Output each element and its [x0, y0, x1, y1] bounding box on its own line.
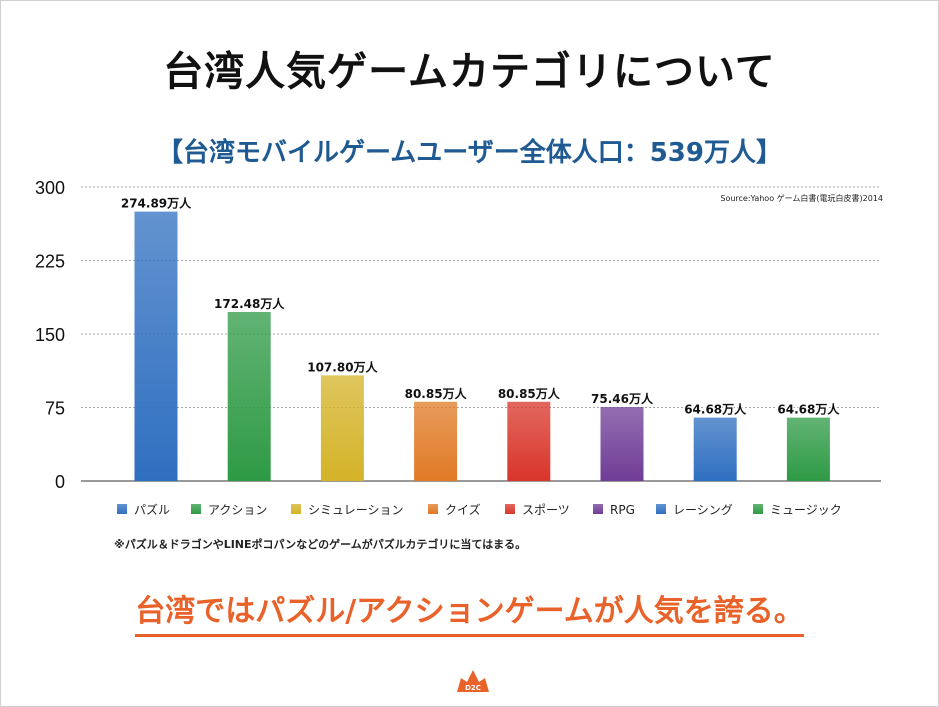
bar-value-label: 172.48万人 [214, 296, 285, 311]
legend-swatch [656, 504, 666, 514]
source-note: Source:Yahoo ゲーム白書(電玩白皮書)2014 [720, 194, 883, 203]
d2c-logo: D2C [457, 670, 489, 692]
bar-chart: 274.89万人 172.48万人 107.80万人 80.85万人 80.85万人 75… [35, 178, 881, 517]
legend-label: レーシング [673, 503, 733, 517]
bar-6 [600, 407, 644, 481]
legend-swatch [753, 504, 763, 514]
bar-8 [786, 417, 830, 481]
y-tick-label: 75 [45, 399, 65, 419]
legend-swatch [117, 504, 127, 514]
bar-value-label: 80.85万人 [405, 386, 468, 401]
legend-label: パズル [134, 502, 170, 517]
legend-label: シミュレーション [308, 503, 404, 517]
legend-label: クイズ [445, 502, 481, 517]
footnote: ※パズル＆ドラゴンやLINEポコパンなどのゲームがパズルカテゴリに当てはまる。 [114, 538, 527, 551]
conclusion: 台湾ではパズル/アクションゲームが人気を誇る。 [1, 586, 938, 637]
y-tick-label: 0 [55, 472, 65, 492]
bar-1 [134, 211, 178, 482]
legend-label: スポーツ [522, 503, 570, 517]
legend-label: ミュージック [770, 503, 842, 517]
legend-swatch [291, 504, 301, 514]
bar-value-label: 64.68万人 [684, 402, 747, 417]
bar-5 [507, 401, 551, 481]
bar-value-label: 75.46万人 [591, 391, 654, 406]
y-tick-label: 150 [35, 325, 65, 345]
logo-text: D2C [465, 684, 481, 692]
bar-4 [414, 401, 458, 481]
bar-value-label: 64.68万人 [777, 402, 840, 417]
bar-value-label: 107.80万人 [307, 359, 378, 374]
bar-value-label: 80.85万人 [498, 386, 561, 401]
legend-swatch [505, 504, 515, 514]
legend-swatch [428, 504, 438, 514]
legend-swatch [593, 504, 603, 514]
page-title: 台湾人気ゲームカテゴリについて [163, 49, 776, 95]
chart-subtitle: 【台湾モバイルゲームユーザー全体人口：539万人】 [157, 138, 782, 168]
bar-2 [227, 311, 271, 481]
conclusion-text: 台湾ではパズル/アクションゲームが人気を誇る。 [135, 586, 804, 637]
bar-value-label: 274.89万人 [121, 196, 192, 211]
y-tick-label: 225 [35, 252, 65, 272]
bar-7 [693, 417, 737, 481]
legend-label: RPG [610, 503, 635, 517]
bar-3 [320, 375, 364, 481]
legend-swatch [191, 504, 201, 514]
y-tick-label: 300 [35, 178, 65, 198]
legend-label: アクション [208, 503, 267, 517]
